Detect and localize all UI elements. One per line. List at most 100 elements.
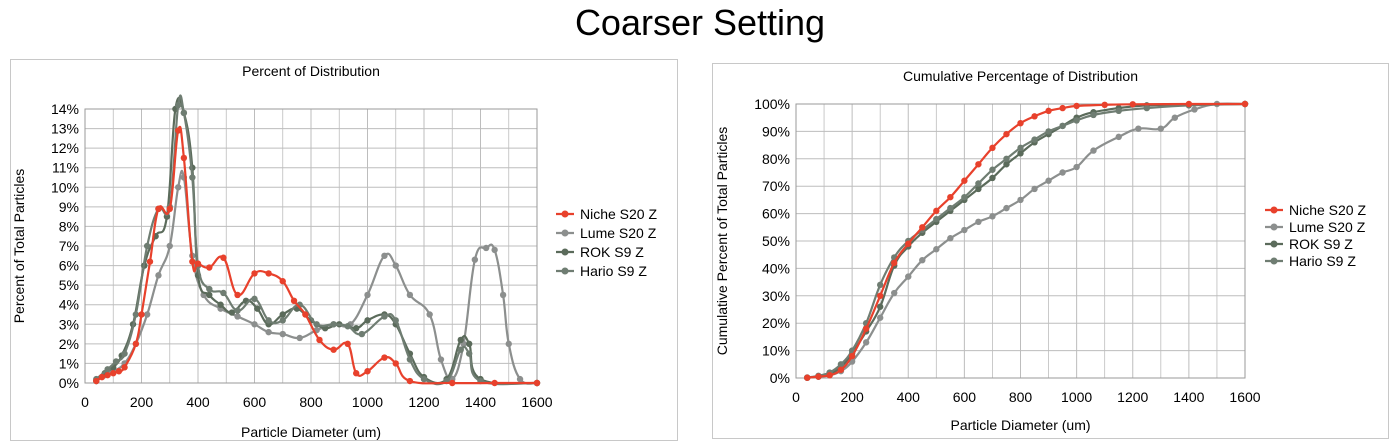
data-point-hario-s9-z (1090, 111, 1097, 119)
y-tick-label: 40% (762, 260, 790, 276)
x-tick-label: 0 (81, 394, 89, 410)
data-point-niche-s20-z (975, 161, 982, 168)
y-axis-label: Percent of Total Particles (11, 169, 27, 324)
y-tick-label: 0% (59, 375, 79, 391)
data-point-niche-s20-z (1101, 101, 1108, 109)
data-point-rok-s9-z (975, 185, 982, 193)
data-point-niche-s20-z (449, 379, 456, 387)
x-tick-label: 1600 (521, 394, 552, 410)
data-point-niche-s20-z (155, 205, 162, 213)
data-point-niche-s20-z (1059, 104, 1066, 112)
x-tick-label: 0 (792, 389, 800, 405)
y-tick-label: 70% (762, 178, 790, 194)
data-point-hario-s9-z (234, 307, 241, 314)
data-point-hario-s9-z (837, 361, 845, 368)
data-point-lume-s20-z (947, 235, 954, 242)
data-point-rok-s9-z (989, 174, 996, 182)
legend-marker-lume-s20-z (561, 229, 569, 237)
data-point-niche-s20-z (406, 377, 414, 385)
data-point-niche-s20-z (234, 291, 241, 299)
y-tick-label: 100% (754, 96, 790, 112)
data-point-hario-s9-z (175, 101, 182, 109)
data-point-lume-s20-z (1115, 133, 1122, 141)
x-axis-label: Particle Diameter (um) (950, 417, 1090, 433)
data-point-lume-s20-z (933, 246, 940, 253)
data-point-lume-s20-z (1090, 147, 1097, 154)
data-point-hario-s9-z (381, 313, 388, 320)
data-point-hario-s9-z (406, 356, 414, 363)
data-point-lume-s20-z (505, 340, 512, 348)
series-niche-s20-z (804, 100, 1249, 381)
data-point-lume-s20-z (175, 184, 182, 191)
data-point-hario-s9-z (112, 358, 120, 365)
data-point-lume-s20-z (482, 244, 490, 252)
data-point-rok-s9-z (228, 309, 236, 316)
data-point-niche-s20-z (115, 368, 123, 375)
data-point-niche-s20-z (121, 364, 128, 371)
data-point-lume-s20-z (381, 252, 388, 259)
data-point-hario-s9-z (1031, 136, 1038, 143)
data-point-hario-s9-z (189, 174, 196, 181)
y-tick-label: 6% (59, 258, 79, 274)
data-point-niche-s20-z (1241, 100, 1249, 108)
plot-area (795, 103, 1246, 379)
data-point-niche-s20-z (1129, 101, 1136, 108)
data-point-hario-s9-z (265, 317, 272, 324)
y-tick-label: 50% (762, 233, 790, 249)
data-point-rok-s9-z (1003, 161, 1010, 168)
legend-label-rok-s9-z: ROK S9 Z (580, 244, 644, 260)
data-point-rok-s9-z (279, 311, 286, 318)
x-tick-label: 1200 (1117, 389, 1148, 405)
data-point-niche-s20-z (364, 368, 371, 375)
cumulative-distribution-chart: Cumulative Percentage of Distribution 0% 1… (714, 68, 1366, 433)
data-point-hario-s9-z (251, 295, 258, 303)
data-point-niche-s20-z (826, 372, 833, 379)
y-tick-label: 14% (51, 101, 79, 117)
y-axis-label: Cumulative Percent of Total Particles (714, 127, 730, 356)
data-point-niche-s20-z (381, 354, 388, 361)
series-lume-s20-z (93, 169, 541, 387)
data-point-lume-s20-z (251, 321, 258, 328)
data-point-lume-s20-z (143, 311, 151, 318)
data-point-niche-s20-z (265, 270, 272, 277)
data-point-rok-s9-z (457, 336, 464, 344)
data-point-hario-s9-z (143, 242, 151, 250)
legend-marker-lume-s20-z (1270, 223, 1278, 231)
data-point-lume-s20-z (406, 291, 414, 299)
data-point-lume-s20-z (1059, 169, 1066, 176)
y-tick-label: 7% (59, 238, 79, 254)
legend: Niche S20 Z Lume S20 Z ROK S9 Z Hario S9 Z (556, 206, 657, 279)
data-point-lume-s20-z (491, 246, 498, 254)
data-point-lume-s20-z (905, 273, 912, 280)
data-point-rok-s9-z (364, 317, 371, 324)
data-point-lume-s20-z (1045, 177, 1052, 184)
data-point-hario-s9-z (961, 193, 968, 201)
data-point-lume-s20-z (1135, 125, 1142, 132)
data-point-lume-s20-z (1171, 114, 1179, 121)
cumulative-distribution-panel: Cumulative Percentage of Distribution 0% 1… (712, 63, 1389, 439)
x-tick-label: 1600 (1229, 389, 1260, 405)
data-point-hario-s9-z (1073, 117, 1080, 124)
y-tick-label: 30% (762, 288, 790, 304)
data-point-niche-s20-z (353, 370, 360, 377)
data-point-lume-s20-z (961, 226, 968, 234)
data-point-niche-s20-z (533, 379, 541, 387)
data-point-niche-s20-z (138, 311, 145, 318)
x-tick-label: 800 (299, 394, 323, 410)
data-point-niche-s20-z (491, 379, 498, 387)
data-point-rok-s9-z (876, 303, 884, 310)
data-point-hario-s9-z (132, 311, 140, 318)
data-point-niche-s20-z (206, 264, 213, 271)
x-tick-label: 400 (186, 394, 210, 410)
data-point-lume-s20-z (516, 375, 524, 383)
series-niche-s20-z (93, 125, 541, 387)
legend-label-niche-s20-z: Niche S20 Z (1289, 202, 1366, 218)
data-point-niche-s20-z (919, 224, 926, 231)
data-point-niche-s20-z (93, 377, 100, 385)
data-point-niche-s20-z (862, 325, 870, 332)
data-point-niche-s20-z (1031, 113, 1038, 120)
x-tick-label: 200 (130, 394, 154, 410)
data-point-hario-s9-z (104, 366, 111, 373)
data-point-niche-s20-z (180, 154, 188, 162)
data-point-lume-s20-z (876, 314, 884, 321)
